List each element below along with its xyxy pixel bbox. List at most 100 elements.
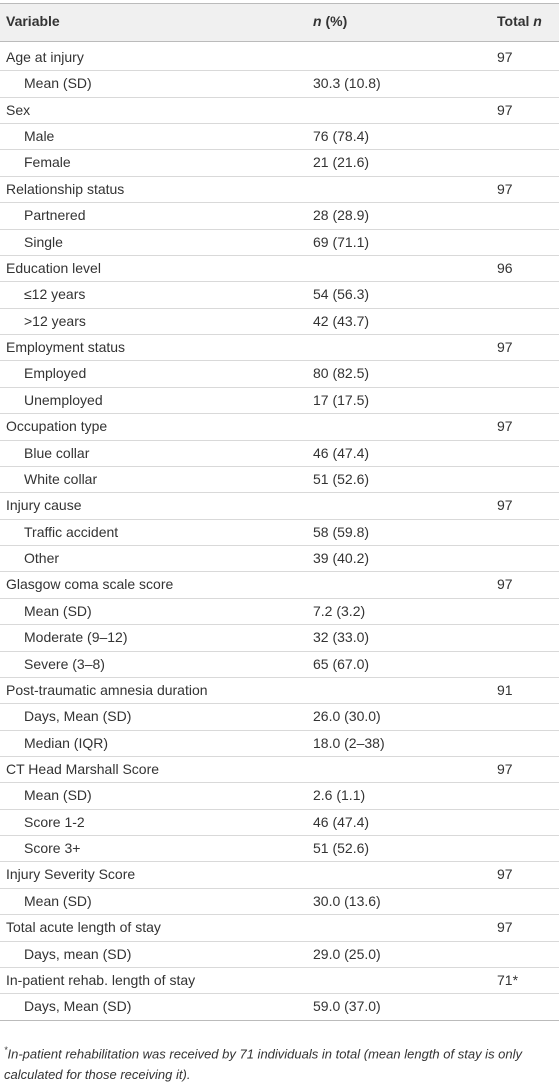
row-rule [0, 228, 559, 230]
row-label: Male [24, 128, 55, 145]
row-label: Days, mean (SD) [24, 945, 132, 962]
row-value: 42 (43.7) [313, 312, 370, 329]
row-rule [0, 782, 559, 784]
row-rule [0, 439, 559, 441]
row-label: Education level [6, 259, 101, 276]
row-value: 39 (40.2) [313, 550, 370, 567]
row-rule [0, 993, 559, 995]
row-rule [0, 545, 559, 547]
row-label: Glasgow coma scale score [6, 576, 174, 593]
row-value: 51 (52.6) [313, 840, 370, 857]
header-total-n: n [533, 13, 542, 29]
top-rule [0, 3, 559, 4]
row-label: Relationship status [6, 180, 125, 197]
row-value: 51 (52.6) [313, 470, 370, 487]
row-value: 7.2 (3.2) [313, 602, 366, 619]
row-total: 97 [497, 49, 513, 65]
row-label: Partnered [24, 207, 86, 224]
row-value: 76 (78.4) [313, 128, 370, 145]
row-rule [0, 202, 559, 204]
row-value: 28 (28.9) [313, 207, 370, 224]
row-label: Age at injury [6, 49, 84, 65]
row-rule [0, 518, 559, 520]
row-value: 2.6 (1.1) [313, 787, 366, 804]
row-rule [0, 465, 559, 467]
row-label: Employed [24, 365, 87, 382]
row-total: 97 [497, 919, 513, 936]
row-label: >12 years [24, 312, 86, 329]
header-n-pct: n (%) [313, 12, 347, 30]
row-rule [0, 808, 559, 810]
row-label: Median (IQR) [24, 734, 109, 751]
row-rule [0, 413, 559, 415]
header-total: Total n [497, 12, 542, 30]
row-total: 97 [497, 497, 513, 514]
row-label: Severe (3–8) [24, 655, 105, 672]
row-rule [0, 70, 559, 72]
row-label: Total acute length of stay [6, 919, 161, 936]
row-label: Days, Mean (SD) [24, 998, 132, 1015]
row-label: Injury cause [6, 497, 82, 514]
header-pct: (%) [321, 13, 348, 29]
row-total: 96 [497, 259, 513, 276]
row-label: Single [24, 233, 63, 250]
row-total: 71* [497, 971, 519, 988]
row-label: Days, Mean (SD) [24, 708, 132, 725]
row-total: 97 [497, 866, 513, 883]
row-total: 97 [497, 101, 513, 118]
row-rule [0, 729, 559, 731]
header-n: n [313, 13, 322, 29]
row-rule [0, 676, 559, 678]
row-label: Mean (SD) [24, 787, 92, 804]
row-label: Blue collar [24, 444, 90, 461]
row-value: 69 (71.1) [313, 233, 370, 250]
row-value: 59.0 (37.0) [313, 998, 381, 1015]
row-value: 26.0 (30.0) [313, 708, 381, 725]
row-rule [0, 835, 559, 837]
row-total: 97 [497, 339, 513, 356]
row-rule [0, 861, 559, 863]
row-total: 97 [497, 760, 513, 777]
footnote-text: In-patient rehabilitation was received b… [4, 1046, 523, 1083]
row-rule [0, 914, 559, 916]
row-label: Injury Severity Score [6, 866, 136, 883]
row-value: 30.3 (10.8) [313, 75, 381, 92]
row-rule [0, 887, 559, 889]
row-value: 80 (82.5) [313, 365, 370, 382]
row-rule [0, 254, 559, 256]
row-label: Sex [6, 101, 31, 118]
row-rule [0, 571, 559, 573]
row-value: 29.0 (25.0) [313, 945, 381, 962]
row-rule [0, 360, 559, 362]
row-rule [0, 624, 559, 626]
row-label: Moderate (9–12) [24, 629, 128, 646]
row-value: 65 (67.0) [313, 655, 370, 672]
row-label: Score 3+ [24, 840, 81, 857]
row-value: 32 (33.0) [313, 629, 370, 646]
row-rule [0, 703, 559, 705]
row-rule [0, 597, 559, 599]
row-rule [0, 175, 559, 177]
row-label: Post-traumatic amnesia duration [6, 681, 208, 698]
row-value: 58 (59.8) [313, 523, 370, 540]
header-variable: Variable [6, 13, 60, 29]
header-total-text: Total [497, 13, 534, 29]
row-rule [0, 334, 559, 336]
header-rule [0, 41, 559, 42]
row-rule [0, 281, 559, 283]
row-rule [0, 492, 559, 494]
row-value: 54 (56.3) [313, 286, 370, 303]
row-label: Mean (SD) [24, 75, 92, 92]
row-total: 97 [497, 576, 513, 593]
row-label: Other [24, 550, 60, 567]
footnote: *In-patient rehabilitation was received … [4, 1040, 554, 1085]
row-rule [0, 386, 559, 388]
row-label: Mean (SD) [24, 602, 92, 619]
row-label: Employment status [6, 339, 126, 356]
row-label: Occupation type [6, 418, 108, 435]
row-label: Female [24, 154, 71, 171]
row-label: ≤12 years [24, 286, 86, 303]
row-value: 46 (47.4) [313, 444, 370, 461]
row-value: 46 (47.4) [313, 813, 370, 830]
